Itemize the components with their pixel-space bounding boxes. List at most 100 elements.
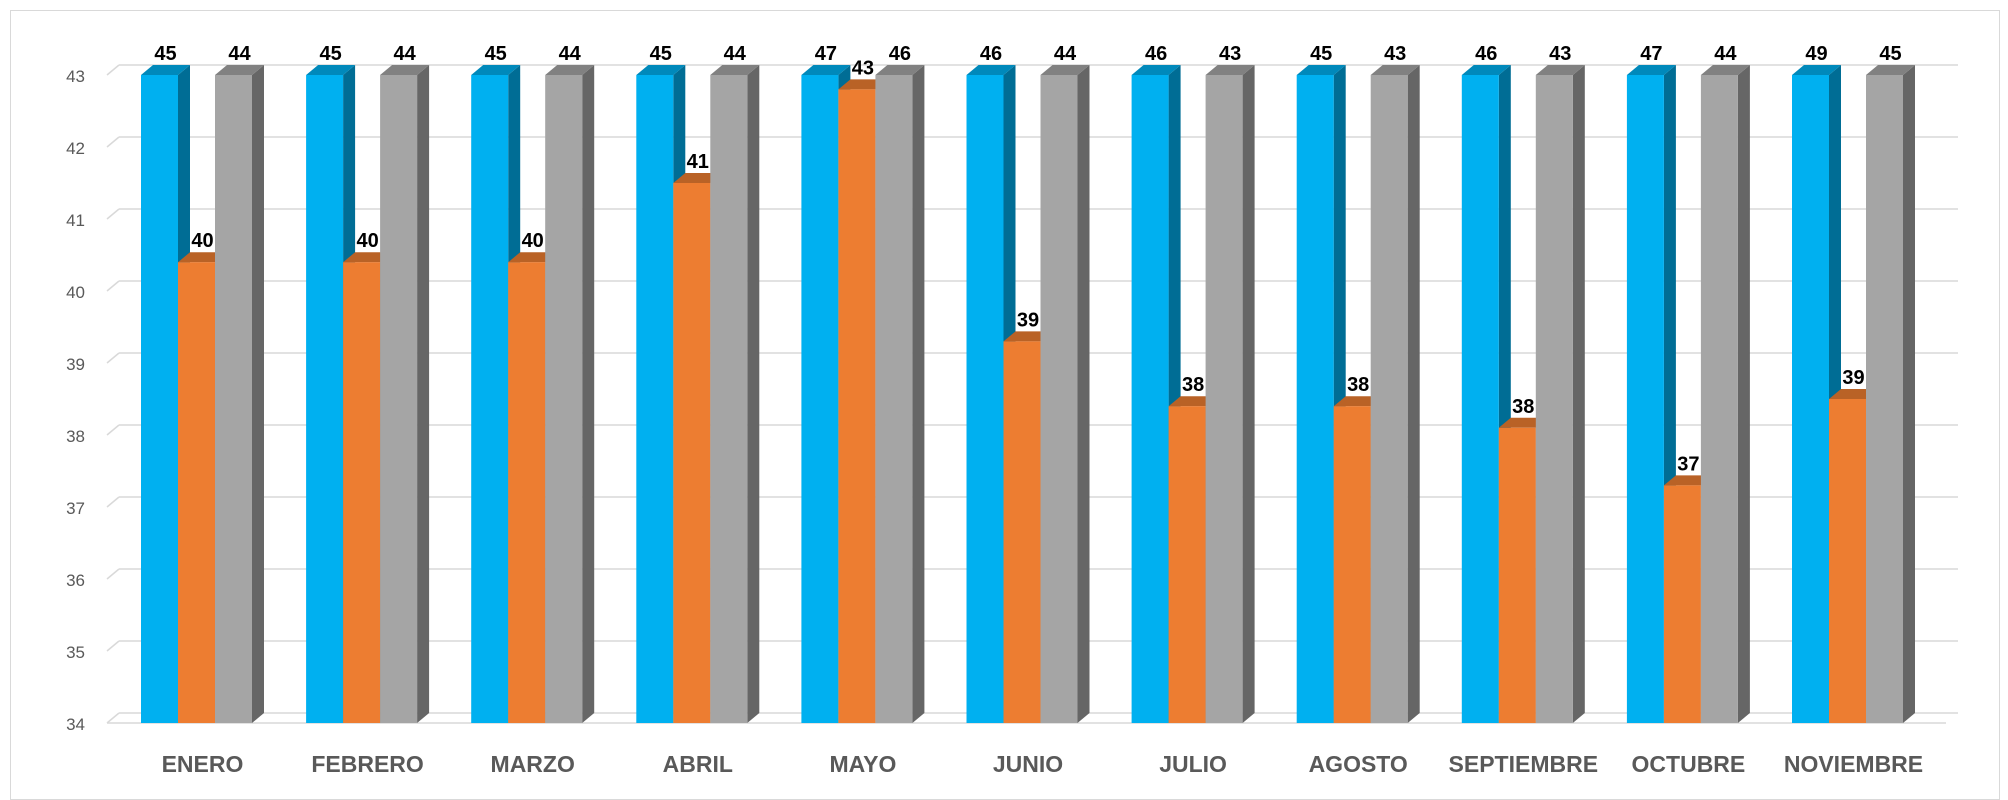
bar-top	[1333, 396, 1383, 407]
gridline-depth	[106, 640, 120, 652]
data-label: 44	[393, 43, 416, 65]
bar	[1168, 406, 1206, 723]
y-tick-label: 35	[66, 643, 85, 662]
x-category-label: FEBRERO	[311, 751, 423, 777]
gridline-depth	[106, 496, 120, 508]
bar-top	[1131, 65, 1181, 75]
y-tick-label: 38	[66, 427, 85, 446]
data-label: 45	[1879, 43, 1901, 65]
bar-top	[1296, 65, 1346, 75]
data-label: 40	[356, 230, 378, 252]
y-tick-label: 41	[66, 211, 85, 230]
y-tick-label: 39	[66, 355, 85, 374]
gridline-depth	[106, 208, 120, 220]
data-label: 46	[889, 43, 911, 65]
bar	[343, 262, 381, 723]
bar-top	[710, 65, 760, 75]
bar	[471, 75, 509, 723]
bar	[1866, 75, 1903, 723]
data-label: 45	[154, 43, 176, 65]
data-label: 43	[1384, 43, 1406, 65]
gridline-depth	[106, 568, 120, 580]
gridline-depth	[106, 64, 120, 76]
bar-top	[215, 65, 264, 75]
data-label: 46	[1475, 43, 1497, 65]
bar-top	[1535, 65, 1585, 75]
x-category-label: SEPTIEMBRE	[1449, 751, 1599, 777]
bar	[508, 262, 546, 723]
bar-side	[417, 65, 430, 723]
bar	[966, 75, 1004, 723]
data-label: 45	[1310, 43, 1332, 65]
bar	[673, 183, 711, 723]
bar-top	[801, 65, 851, 75]
data-label: 39	[1017, 309, 1039, 331]
data-label: 47	[1640, 43, 1662, 65]
bar	[178, 262, 215, 723]
data-label: 39	[1842, 367, 1864, 389]
bar-top	[1866, 65, 1915, 75]
data-label: 38	[1182, 374, 1204, 396]
bar-side	[252, 65, 264, 723]
x-category-label: JUNIO	[993, 751, 1063, 777]
x-category-label: ENERO	[162, 751, 244, 777]
bar-top	[471, 65, 521, 75]
data-label: 40	[522, 230, 544, 252]
x-category-label: MAYO	[829, 751, 896, 777]
x-category-label: AGOSTO	[1309, 751, 1408, 777]
bar	[1296, 75, 1334, 723]
bar-side	[1572, 65, 1585, 723]
data-label: 44	[228, 43, 251, 65]
data-label: 45	[485, 43, 507, 65]
y-tick-label: 42	[66, 139, 85, 158]
data-label: 46	[1145, 43, 1167, 65]
data-label: 43	[852, 57, 874, 79]
bar	[545, 75, 583, 723]
x-category-label: OCTUBRE	[1632, 751, 1746, 777]
data-label: 45	[650, 43, 672, 65]
bar-top	[1040, 65, 1090, 75]
y-axis-ticks: 34 35 36 37 38 39 40 41 42 43	[66, 67, 85, 734]
y-tick-label: 36	[66, 571, 85, 590]
data-label: 43	[1549, 43, 1571, 65]
bar	[1792, 75, 1829, 723]
bar-side	[1407, 65, 1420, 723]
bar-side	[1077, 65, 1090, 723]
bar-top	[380, 65, 430, 75]
bar	[1626, 75, 1664, 723]
bar	[1700, 75, 1738, 723]
bar	[1461, 75, 1499, 723]
bar-top	[838, 79, 888, 90]
x-category-label: MARZO	[491, 751, 575, 777]
gridline-depth	[106, 352, 120, 364]
bar-top	[1700, 65, 1750, 75]
data-label: 44	[1054, 43, 1077, 65]
bar-side	[747, 65, 760, 723]
gridline-depth	[106, 424, 120, 436]
bar-top	[1626, 65, 1676, 75]
data-label: 38	[1347, 374, 1369, 396]
bar	[1829, 399, 1866, 723]
bar	[306, 75, 344, 723]
y-tick-label: 37	[66, 499, 85, 518]
bar-top	[875, 65, 925, 75]
gridline-depth	[106, 136, 120, 148]
x-category-label: ABRIL	[663, 751, 733, 777]
data-label: 37	[1677, 453, 1699, 475]
y-tick-label: 43	[66, 67, 85, 86]
bar-top	[966, 65, 1016, 75]
bar	[801, 75, 839, 723]
bar-top	[1829, 389, 1878, 399]
gridline-depth	[106, 280, 120, 292]
bar-top	[1205, 65, 1255, 75]
bar	[1663, 485, 1701, 723]
data-label: 41	[687, 151, 709, 173]
bar	[1205, 75, 1243, 723]
bar	[1131, 75, 1169, 723]
bar	[1040, 75, 1078, 723]
bar-top	[545, 65, 595, 75]
data-label: 46	[980, 43, 1002, 65]
y-tick-label: 40	[66, 283, 85, 302]
bar	[215, 75, 252, 723]
bar	[875, 75, 913, 723]
